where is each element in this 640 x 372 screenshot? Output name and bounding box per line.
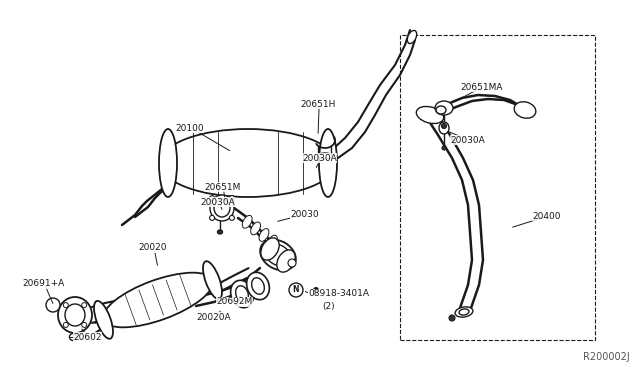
Text: 20020A: 20020A: [196, 312, 230, 321]
Text: 20651M: 20651M: [204, 183, 241, 192]
Ellipse shape: [229, 215, 234, 220]
Ellipse shape: [252, 278, 264, 294]
Ellipse shape: [318, 153, 332, 159]
Ellipse shape: [82, 302, 86, 308]
Ellipse shape: [210, 196, 214, 201]
Text: 20651H: 20651H: [300, 99, 335, 109]
Ellipse shape: [260, 240, 296, 270]
Ellipse shape: [416, 106, 444, 124]
Bar: [400, 35, 595, 340]
Ellipse shape: [210, 195, 234, 221]
Ellipse shape: [94, 301, 113, 339]
Ellipse shape: [103, 273, 213, 327]
Ellipse shape: [277, 250, 295, 272]
Ellipse shape: [268, 235, 277, 248]
Ellipse shape: [289, 283, 303, 297]
Ellipse shape: [449, 315, 455, 321]
Ellipse shape: [455, 307, 473, 317]
Ellipse shape: [246, 272, 269, 300]
Text: 20030A: 20030A: [450, 135, 484, 144]
Ellipse shape: [435, 101, 453, 115]
Text: 20692M: 20692M: [216, 298, 252, 307]
Text: 20651MA: 20651MA: [460, 83, 502, 92]
Ellipse shape: [259, 229, 269, 241]
Ellipse shape: [243, 215, 252, 228]
Ellipse shape: [261, 238, 279, 260]
Text: (2): (2): [322, 301, 335, 311]
Text: 08918-3401A: 08918-3401A: [308, 289, 369, 298]
Text: 20020: 20020: [138, 244, 166, 253]
Ellipse shape: [63, 323, 68, 327]
Text: 20030: 20030: [290, 209, 319, 218]
Ellipse shape: [229, 196, 234, 201]
Ellipse shape: [276, 242, 285, 254]
Ellipse shape: [63, 302, 68, 308]
Ellipse shape: [439, 122, 449, 134]
Text: 20030A: 20030A: [302, 154, 337, 163]
Ellipse shape: [82, 323, 86, 327]
Ellipse shape: [314, 288, 319, 292]
Text: 20030A: 20030A: [200, 198, 235, 206]
Text: 20400: 20400: [532, 212, 561, 221]
Ellipse shape: [230, 280, 253, 308]
Ellipse shape: [442, 124, 447, 128]
Text: N: N: [292, 285, 300, 295]
Ellipse shape: [218, 230, 223, 234]
Ellipse shape: [514, 102, 536, 118]
Ellipse shape: [319, 129, 337, 197]
Ellipse shape: [214, 199, 230, 217]
Ellipse shape: [459, 309, 469, 315]
Ellipse shape: [65, 304, 85, 326]
Text: 20691+A: 20691+A: [22, 279, 64, 289]
Ellipse shape: [436, 106, 446, 114]
Ellipse shape: [236, 286, 248, 302]
Ellipse shape: [58, 297, 92, 333]
Ellipse shape: [442, 146, 446, 150]
Ellipse shape: [160, 129, 336, 197]
Ellipse shape: [70, 334, 77, 340]
Ellipse shape: [265, 244, 291, 266]
Ellipse shape: [251, 222, 260, 235]
Ellipse shape: [203, 261, 222, 299]
Ellipse shape: [210, 215, 214, 220]
Text: 20100: 20100: [175, 124, 204, 132]
Ellipse shape: [288, 259, 296, 267]
Text: R200002J: R200002J: [583, 352, 630, 362]
Ellipse shape: [407, 31, 417, 44]
Text: 20602: 20602: [73, 333, 102, 341]
Ellipse shape: [46, 298, 60, 312]
Ellipse shape: [159, 129, 177, 197]
